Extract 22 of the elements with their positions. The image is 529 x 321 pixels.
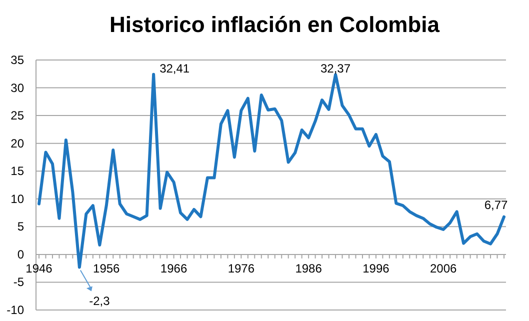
x-tick-label: 1976 <box>228 261 255 276</box>
y-tick-label: 20 <box>10 136 24 150</box>
text: 32,41 <box>160 61 190 76</box>
x-tick-label: 1996 <box>362 261 390 276</box>
y-tick-label: 15 <box>10 164 24 178</box>
x-tick-label: 1946 <box>26 261 53 276</box>
y-tick-label: -5 <box>13 275 24 290</box>
x-tick-label: 1956 <box>93 261 120 276</box>
y-tick-label: 10 <box>10 192 24 206</box>
text: -2,3 <box>89 294 110 308</box>
y-tick-label: 25 <box>10 108 24 123</box>
y-tick-label: 5 <box>17 220 24 234</box>
y-tick-label: 0 <box>17 247 24 262</box>
x-tick-label: 1986 <box>295 261 322 276</box>
y-tick-label: -10 <box>6 303 24 317</box>
x-tick-label: 2006 <box>430 261 458 276</box>
x-tick-label: 1966 <box>160 261 188 276</box>
text: 32,37 <box>320 62 351 76</box>
y-tick-label: 35 <box>10 53 24 67</box>
chart-title: Historico inflación en Colombia <box>109 12 440 37</box>
y-tick-label: 30 <box>10 80 24 95</box>
text: 6,77 <box>484 198 508 212</box>
